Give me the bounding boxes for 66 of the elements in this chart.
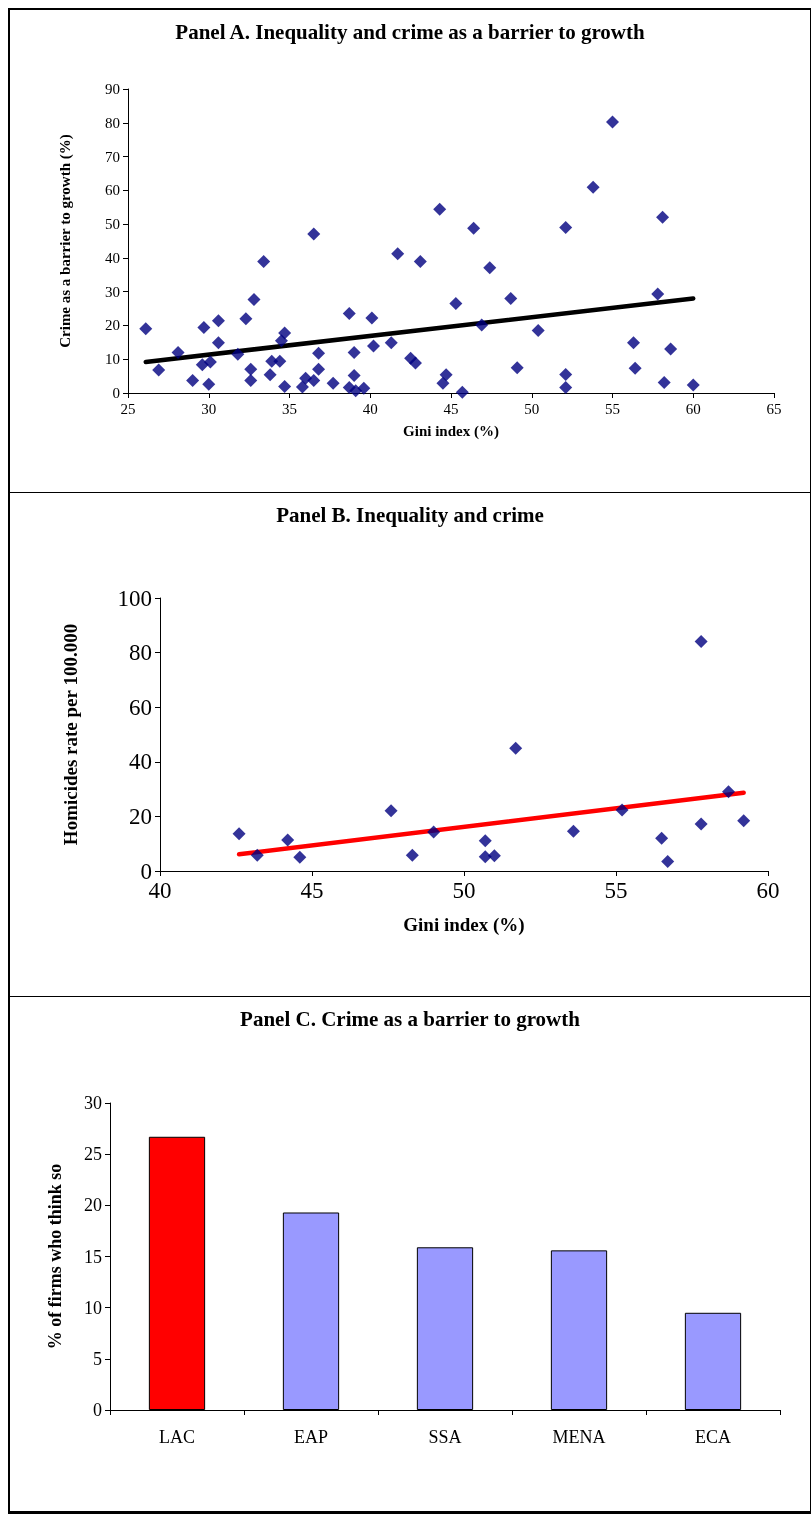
point <box>478 850 492 864</box>
point <box>661 854 675 868</box>
y-tick-label: 40 <box>129 749 152 775</box>
point <box>509 741 523 755</box>
point <box>694 817 708 831</box>
y-tick-label: 50 <box>105 216 120 233</box>
point <box>293 850 307 864</box>
point <box>694 634 708 648</box>
point <box>487 849 501 863</box>
point <box>721 785 735 799</box>
y-tick-label: 10 <box>84 1297 102 1318</box>
x-tick-label: 60 <box>685 400 701 417</box>
chart-title: Panel B. Inequality and crime <box>276 502 544 527</box>
y-tick-label: 10 <box>105 351 120 368</box>
y-tick-label: 20 <box>129 803 152 829</box>
point <box>566 824 580 838</box>
y-tick-label: 60 <box>129 694 152 720</box>
point <box>384 804 398 818</box>
x-axis-title: Gini index (%) <box>403 422 499 440</box>
y-axis-title: Crime as a barrier to growth (%) <box>56 134 74 348</box>
y-tick-label: 100 <box>117 585 152 611</box>
x-tick-label: 40 <box>362 400 378 417</box>
point <box>250 848 264 862</box>
y-tick-label: 25 <box>84 1144 102 1165</box>
y-tick-label: 60 <box>105 182 120 199</box>
x-tick-label: 55 <box>605 400 620 417</box>
x-tick-label: 35 <box>282 400 297 417</box>
y-tick-label: 30 <box>105 283 120 300</box>
x-tick-label: 45 <box>300 878 324 903</box>
y-tick-label: 5 <box>93 1348 102 1369</box>
x-tick-label: LAC <box>159 1427 195 1447</box>
point <box>232 827 246 841</box>
y-tick-label: 90 <box>105 81 120 97</box>
y-axis-title: % of firms who think so <box>45 1163 65 1350</box>
point <box>405 848 419 862</box>
point <box>427 825 441 839</box>
x-tick-label: 60 <box>756 878 780 903</box>
x-tick-label: 55 <box>604 878 628 903</box>
x-tick-label: 65 <box>766 400 782 417</box>
x-tick-label: 30 <box>201 400 217 417</box>
x-tick-label: SSA <box>428 1427 462 1447</box>
y-tick-label: 40 <box>105 249 120 266</box>
y-tick-label: 70 <box>105 148 120 165</box>
y-tick-label: 0 <box>93 1400 102 1420</box>
x-axis-title: Gini index (%) <box>403 914 525 936</box>
y-tick-label: 80 <box>129 640 152 666</box>
x-tick-label: MENA <box>552 1427 606 1447</box>
y-tick-label: 80 <box>105 114 120 131</box>
y-tick-label: 20 <box>105 317 120 334</box>
point <box>615 803 629 817</box>
x-tick-label: ECA <box>695 1427 731 1447</box>
y-tick-label: 15 <box>84 1246 102 1267</box>
y-tick-label: 20 <box>84 1195 102 1216</box>
x-tick-label: EAP <box>293 1427 329 1447</box>
point <box>478 834 492 848</box>
y-tick-label: 30 <box>84 1093 102 1113</box>
point <box>281 833 295 847</box>
y-axis-title: Homicides rate per 100.000 <box>60 623 81 846</box>
x-tick-label: 45 <box>443 400 459 417</box>
x-tick-label: 50 <box>524 400 540 417</box>
x-tick-label: 50 <box>452 878 476 903</box>
point <box>737 814 751 828</box>
chart-title: Panel C. Crime as a barrier to growth <box>240 1006 581 1031</box>
point <box>655 831 669 845</box>
y-tick-label: 0 <box>112 385 120 401</box>
chart-title: Panel A. Inequality and crime as a barrier to growth <box>175 19 646 44</box>
